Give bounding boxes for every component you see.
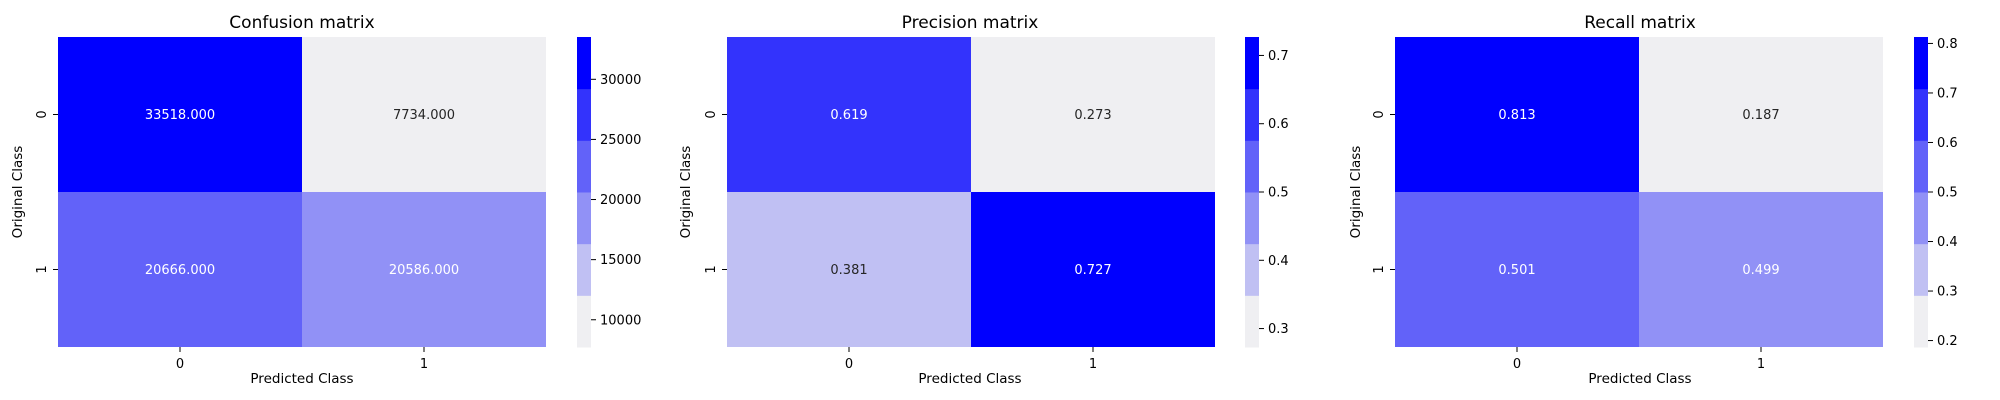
cell-value-label-0-1: 0.187 <box>1742 108 1779 123</box>
colorbar-band <box>1245 295 1259 348</box>
colorbar-tick-label: 20000 <box>600 193 641 208</box>
cell-value-label-1-1: 0.727 <box>1074 263 1111 278</box>
heatmap-cells <box>1395 37 1883 347</box>
colorbar-band <box>577 37 591 90</box>
y-tick-label: 0 <box>35 110 50 118</box>
axis-ticks: 0 1 0 1 <box>35 110 428 372</box>
x-tick-label: 0 <box>1513 357 1521 372</box>
cell-value-label-0-1: 7734.000 <box>393 108 455 123</box>
colorbar-band <box>577 243 591 296</box>
y-tick-label: 1 <box>704 265 719 273</box>
x-tick-label: 0 <box>176 357 184 372</box>
precision-matrix-panel: Precision matrix Original Class Predicte… <box>678 13 1289 387</box>
colorbar-band <box>1245 88 1259 141</box>
chart-title: Confusion matrix <box>229 13 374 33</box>
colorbar-tick-label: 0.5 <box>1268 186 1289 201</box>
heatmap-cells <box>58 37 546 347</box>
cell-value-label-1-0: 0.501 <box>1498 263 1535 278</box>
heatmap-cell-0-0 <box>58 37 302 192</box>
x-tick-label: 1 <box>1089 357 1097 372</box>
heatmap-cell-0-1 <box>302 37 546 192</box>
colorbar-band <box>1245 37 1259 90</box>
x-tick-label: 0 <box>845 357 853 372</box>
colorbar-tick-label: 30000 <box>600 73 641 88</box>
cell-value-label-0-0: 33518.000 <box>145 108 215 123</box>
colorbar-tick-label: 0.4 <box>1268 254 1289 269</box>
x-axis-label: Predicted Class <box>1588 371 1691 387</box>
heatmap-cell-1-0 <box>1395 192 1639 347</box>
colorbar-band <box>1914 243 1928 296</box>
colorbar-band <box>1245 243 1259 296</box>
heatmap-cell-1-1 <box>1639 192 1883 347</box>
cell-labels: 0.619 0.273 0.381 0.727 <box>830 108 1111 278</box>
y-tick-label: 1 <box>35 265 50 273</box>
chart-title: Recall matrix <box>1584 13 1696 33</box>
colorbar-band <box>1245 140 1259 193</box>
chart-title: Precision matrix <box>902 13 1039 33</box>
confusion-matrix-panel: Confusion matrix Original Class Predicte… <box>10 13 641 387</box>
cell-value-label-1-1: 20586.000 <box>389 263 459 278</box>
cell-value-label-0-1: 0.273 <box>1074 108 1111 123</box>
colorbar-tick-label: 0.3 <box>1937 285 1958 300</box>
colorbar-tick-label: 0.7 <box>1937 86 1958 101</box>
y-tick-label: 0 <box>704 110 719 118</box>
colorbar-tick-label: 0.2 <box>1937 334 1958 349</box>
cell-value-label-1-0: 20666.000 <box>145 263 215 278</box>
cell-value-label-0-0: 0.619 <box>830 108 867 123</box>
heatmap-cell-1-1 <box>302 192 546 347</box>
colorbar-tick-label: 0.4 <box>1937 235 1958 250</box>
axis-ticks: 0 1 0 1 <box>1372 110 1765 372</box>
colorbar: 0.3 0.4 0.5 0.6 0.7 <box>1245 37 1289 348</box>
colorbar-tick-label: 0.3 <box>1268 322 1289 337</box>
colorbar-tick-label: 10000 <box>600 313 641 328</box>
x-tick-label: 1 <box>420 357 428 372</box>
heatmap-cell-1-0 <box>727 192 971 347</box>
colorbar-tick-label: 0.8 <box>1937 37 1958 52</box>
colorbar-band <box>577 192 591 245</box>
cell-value-label-1-0: 0.381 <box>830 263 867 278</box>
colorbar-band <box>1914 295 1928 348</box>
colorbar-band <box>1245 192 1259 245</box>
colorbar-tick-label: 0.6 <box>1268 117 1289 132</box>
y-axis-label: Original Class <box>10 146 26 239</box>
x-tick-label: 1 <box>1757 357 1765 372</box>
heatmap-cell-0-0 <box>1395 37 1639 192</box>
cell-value-label-1-1: 0.499 <box>1742 263 1779 278</box>
colorbar-band <box>577 295 591 348</box>
colorbar-tick-label: 0.5 <box>1937 186 1958 201</box>
colorbar-band <box>577 140 591 193</box>
colorbar: 10000 15000 20000 25000 30000 <box>577 37 641 348</box>
x-axis-label: Predicted Class <box>918 371 1021 387</box>
heatmap-cell-1-1 <box>971 192 1215 347</box>
colorbar-band <box>577 88 591 141</box>
heatmap-cell-0-0 <box>727 37 971 192</box>
colorbar-tick-label: 15000 <box>600 253 641 268</box>
colorbar-tick-label: 0.6 <box>1937 136 1958 151</box>
colorbar-band <box>1914 140 1928 193</box>
y-tick-label: 1 <box>1372 265 1387 273</box>
recall-matrix-panel: Recall matrix Original Class Predicted C… <box>1348 13 1958 387</box>
colorbar: 0.2 0.3 0.4 0.5 0.6 0.7 0.8 <box>1914 37 1958 349</box>
colorbar-tick-label: 25000 <box>600 133 641 148</box>
colorbar-band <box>1914 88 1928 141</box>
heatmap-cell-0-1 <box>1639 37 1883 192</box>
heatmap-cells <box>727 37 1215 347</box>
cell-value-label-0-0: 0.813 <box>1498 108 1535 123</box>
x-axis-label: Predicted Class <box>250 371 353 387</box>
axis-ticks: 0 1 0 1 <box>704 110 1097 372</box>
cell-labels: 0.813 0.187 0.501 0.499 <box>1498 108 1779 278</box>
heatmap-cell-0-1 <box>971 37 1215 192</box>
heatmap-cell-1-0 <box>58 192 302 347</box>
y-tick-label: 0 <box>1372 110 1387 118</box>
y-axis-label: Original Class <box>1348 146 1364 239</box>
colorbar-band <box>1914 192 1928 245</box>
y-axis-label: Original Class <box>678 146 694 239</box>
colorbar-tick-label: 0.7 <box>1268 49 1289 64</box>
colorbar-band <box>1914 37 1928 90</box>
cell-labels: 33518.000 7734.000 20666.000 20586.000 <box>145 108 459 278</box>
